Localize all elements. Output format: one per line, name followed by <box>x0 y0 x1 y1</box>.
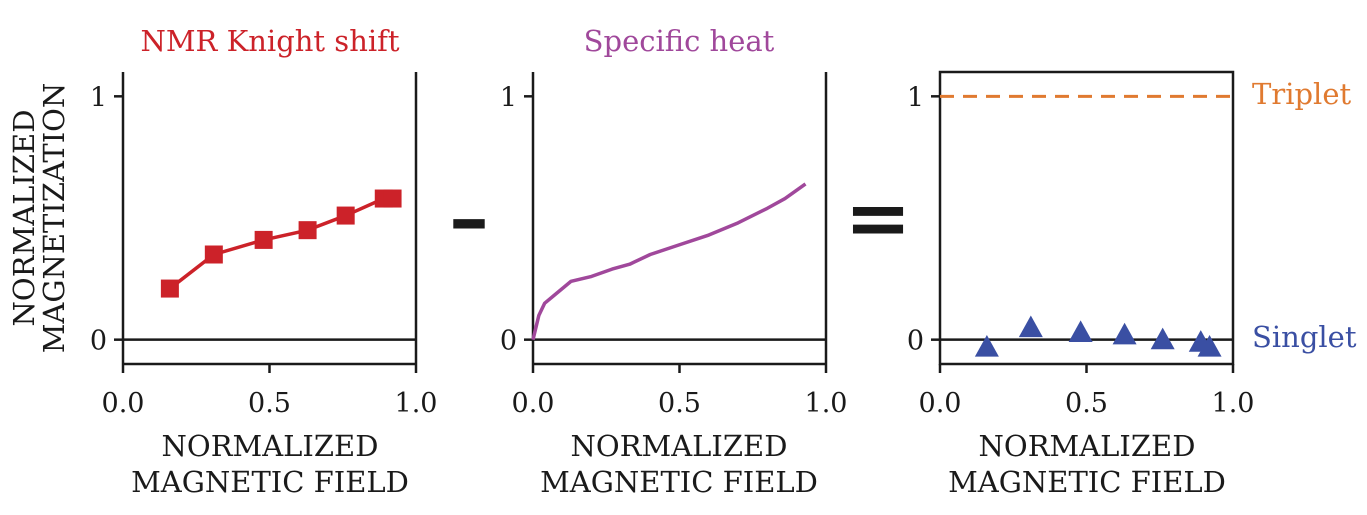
data-point-square <box>160 279 179 298</box>
x-tick-label: 1.0 <box>805 388 848 419</box>
y-tick-label: 1 <box>90 82 107 113</box>
x-tick-label: 0.5 <box>658 388 701 419</box>
triplet-label: Triplet <box>1252 77 1351 111</box>
y-tick-label: 0 <box>907 326 924 357</box>
data-point-triangle <box>1068 320 1093 342</box>
y-tick-label: 0 <box>90 326 107 357</box>
panel-difference: 0 1 0.0 0.5 1.0 Triplet Singlet NORMALIZED M… <box>907 70 1357 499</box>
series-line <box>168 196 393 290</box>
minus-operator: – <box>449 170 489 264</box>
x-tick-label: 0.0 <box>102 388 145 419</box>
y-axis-label-line2: MAGNETIZATION <box>37 83 71 354</box>
plot-area-difference: 0 1 0.0 0.5 1.0 <box>907 70 1255 419</box>
x-tick-label: 0.0 <box>919 388 962 419</box>
data-point-square <box>254 230 273 249</box>
data-point-triangle <box>1018 315 1043 338</box>
data-point-square <box>336 206 355 225</box>
equals-operator: = <box>844 170 911 264</box>
y-tick-label: 1 <box>907 82 924 113</box>
data-point-triangle <box>1197 334 1222 357</box>
y-tick-label: 0 <box>500 326 517 357</box>
plot-area-specific-heat: 0 1 0.0 0.5 1.0 <box>500 72 848 419</box>
x-tick-label: 1.0 <box>395 388 438 419</box>
data-point-triangle <box>1112 322 1137 345</box>
panel-knight-shift: NMR Knight shift 010.0 0.5 1.0 NORMALIZED … <box>90 24 438 499</box>
series-line <box>531 182 807 341</box>
singlet-label: Singlet <box>1252 320 1357 354</box>
x-tick-label: 0.5 <box>248 388 291 419</box>
x-axis-label-line2: MAGNETIC FIELD <box>948 465 1226 499</box>
data-point-triangle <box>1150 327 1175 350</box>
x-tick-label: 0.0 <box>512 388 555 419</box>
data-point-triangle <box>974 334 999 357</box>
panel-title-specific-heat: Specific heat <box>584 24 775 58</box>
x-tick-label: 1.0 <box>1212 388 1255 419</box>
data-point-square <box>204 245 223 264</box>
x-axis-label-line2: MAGNETIC FIELD <box>131 465 409 499</box>
x-axis-label-line1: NORMALIZED <box>162 429 379 463</box>
data-point-square <box>383 189 402 208</box>
panel-title-knight-shift: NMR Knight shift <box>140 24 399 58</box>
y-tick-label: 1 <box>500 82 517 113</box>
plot-frame <box>938 70 1235 366</box>
panel-specific-heat: Specific heat 0 1 0.0 0.5 1.0 NORMALIZED MAG… <box>500 24 848 499</box>
y-axis-label-line1: NORMALIZED <box>7 110 41 327</box>
plot-area-knight-shift: 0 1 0.0 0.5 1.0 <box>90 72 438 419</box>
x-tick-label: 0.5 <box>1065 388 1108 419</box>
x-axis-label-line1: NORMALIZED <box>979 429 1196 463</box>
data-point-square <box>298 221 317 240</box>
x-axis-label-line2: MAGNETIC FIELD <box>540 465 818 499</box>
x-axis-label-line1: NORMALIZED <box>571 429 788 463</box>
